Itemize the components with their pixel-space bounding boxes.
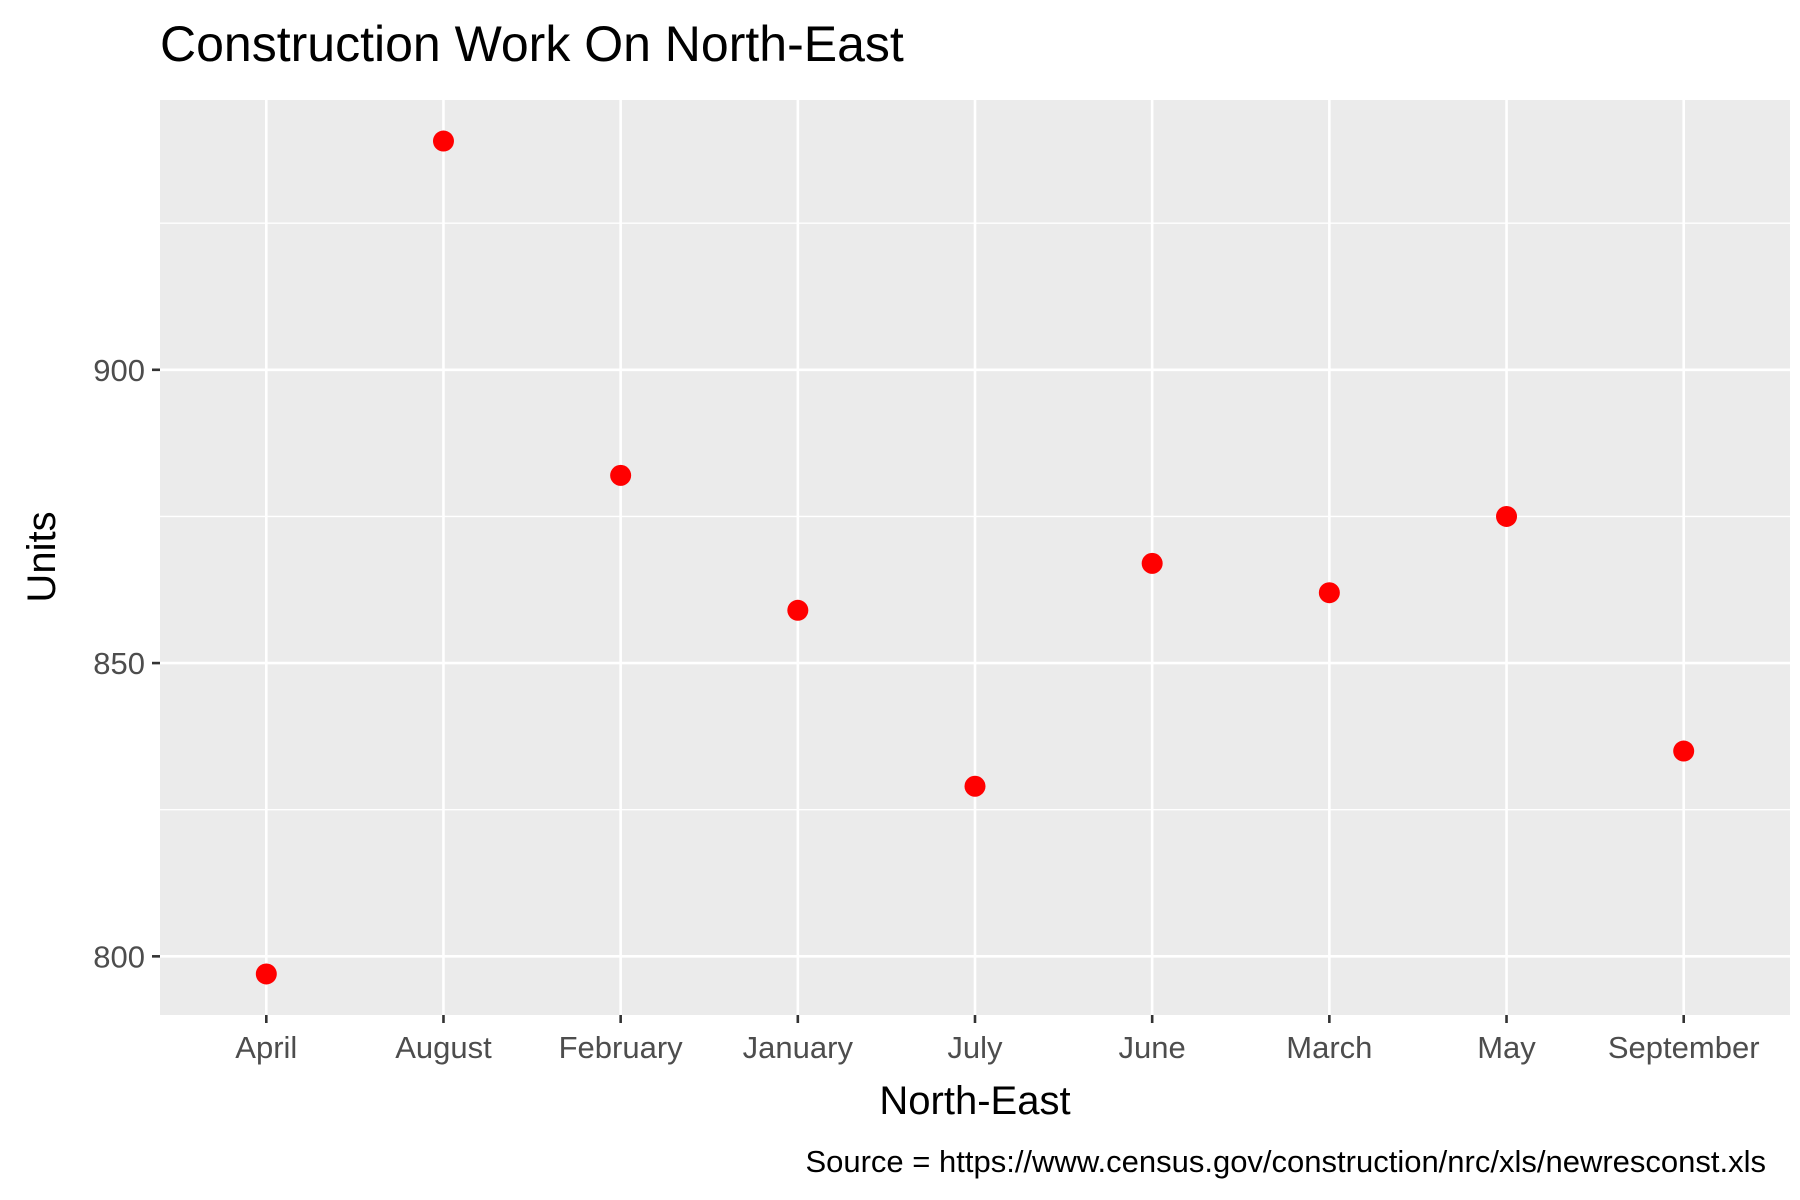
data-point [1318, 582, 1340, 604]
y-axis: 800 850 900 [93, 353, 160, 974]
chart-title: Construction Work On North-East [160, 16, 904, 72]
data-point [610, 464, 632, 486]
x-axis-title: North-East [879, 1079, 1070, 1123]
x-tick-label: February [559, 1030, 684, 1065]
data-point [1496, 505, 1518, 527]
x-axis: April August February January July June March M… [235, 1015, 1760, 1065]
data-point [1673, 740, 1695, 762]
source-caption: Source = https://www.census.gov/construc… [805, 1144, 1766, 1179]
y-tick-label: 800 [93, 939, 145, 974]
x-tick-label: May [1477, 1030, 1536, 1065]
x-tick-label: July [947, 1030, 1003, 1065]
y-axis-title: Units [20, 511, 64, 602]
x-tick-label: August [395, 1030, 492, 1065]
x-tick-label: June [1119, 1030, 1186, 1065]
y-tick-label: 850 [93, 646, 145, 681]
x-tick-label: March [1286, 1030, 1372, 1065]
data-point [1141, 552, 1163, 574]
data-point [787, 599, 809, 621]
y-tick-label: 900 [93, 353, 145, 388]
x-tick-label: April [235, 1030, 297, 1065]
major-gridlines [160, 100, 1790, 1015]
data-points [255, 130, 1695, 985]
data-point [432, 130, 454, 152]
x-tick-label: September [1608, 1030, 1760, 1065]
data-point [255, 963, 277, 985]
x-tick-label: January [743, 1030, 854, 1065]
data-point [964, 775, 986, 797]
